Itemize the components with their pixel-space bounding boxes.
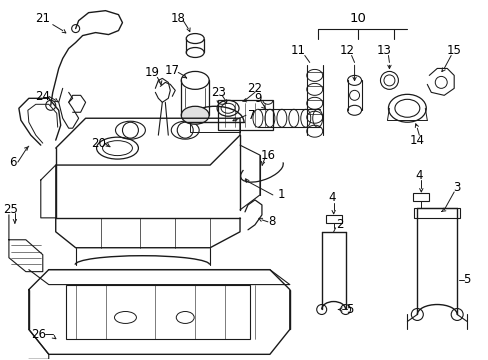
- Text: 5: 5: [463, 273, 470, 286]
- Text: 5: 5: [345, 303, 352, 316]
- Text: 16: 16: [260, 149, 275, 162]
- Text: 7: 7: [248, 109, 255, 122]
- Ellipse shape: [181, 106, 209, 124]
- Bar: [412, 193, 428, 201]
- Bar: [65, 285, 249, 339]
- Text: 17: 17: [164, 64, 180, 77]
- Text: 23: 23: [210, 86, 225, 99]
- Bar: [190, 122, 240, 132]
- Bar: [413, 208, 459, 218]
- Text: 10: 10: [348, 12, 365, 25]
- Text: 8: 8: [267, 215, 275, 228]
- Text: 18: 18: [170, 12, 185, 25]
- Text: 24: 24: [35, 90, 50, 103]
- Text: 11: 11: [290, 44, 305, 57]
- Text: 22: 22: [247, 82, 262, 95]
- Text: 14: 14: [409, 134, 424, 147]
- Text: 20: 20: [91, 137, 106, 150]
- Text: 2: 2: [335, 218, 343, 231]
- Text: 1: 1: [278, 188, 285, 202]
- Text: 13: 13: [376, 44, 391, 57]
- Text: 3: 3: [452, 181, 460, 194]
- Text: 19: 19: [144, 66, 160, 79]
- Text: 21: 21: [35, 12, 50, 25]
- Text: 6: 6: [9, 156, 17, 168]
- Text: 15: 15: [446, 44, 461, 57]
- Text: 4: 4: [415, 168, 422, 181]
- Text: 26: 26: [31, 328, 46, 341]
- Text: 9: 9: [254, 92, 261, 105]
- Text: 12: 12: [340, 44, 354, 57]
- Text: 4: 4: [327, 192, 335, 204]
- Text: 25: 25: [3, 203, 19, 216]
- Bar: [218, 100, 272, 130]
- Bar: [325, 215, 341, 223]
